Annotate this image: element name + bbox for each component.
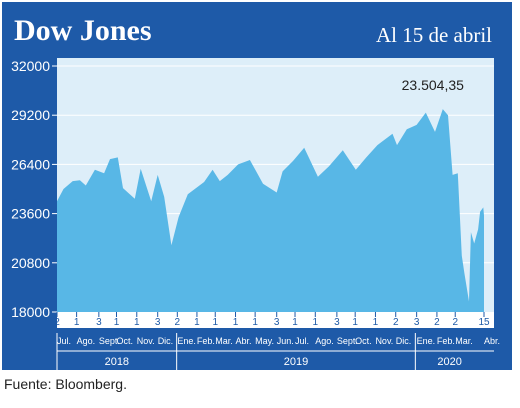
x-tick-day: 1	[233, 317, 239, 328]
x-tick-day: 2	[175, 317, 181, 328]
x-tick-day: 1	[134, 317, 140, 328]
x-tick-month: Oct.	[355, 336, 372, 346]
x-tick-month: Ene.	[417, 336, 436, 346]
x-tick-day: 1	[194, 317, 200, 328]
dow-jones-chart: Dow Jones Al 15 de abril 18000 20800 23600…	[2, 2, 512, 370]
x-tick-month: Jul.	[57, 336, 71, 346]
year-label: 2019	[284, 356, 308, 368]
x-tick-month: May.	[255, 336, 274, 346]
source-note: Fuente: Bloomberg.	[4, 376, 127, 392]
x-tick-day: 1	[74, 317, 80, 328]
x-tick-day: 3	[96, 317, 102, 328]
x-tick-day: 15	[478, 317, 490, 328]
y-tick-label: 32000	[11, 58, 50, 74]
year-labels: 2018 2019 2020	[56, 333, 494, 370]
x-tick-month: Abr.	[236, 336, 252, 346]
y-tick-label: 23600	[11, 206, 50, 222]
x-tick-day: 3	[414, 317, 420, 328]
x-axis-band	[57, 312, 494, 328]
x-tick-month: Nov.	[137, 336, 155, 346]
x-tick-day: 1	[313, 317, 319, 328]
x-tick-day: 3	[155, 317, 161, 328]
x-tick-month: Mar.	[215, 336, 233, 346]
x-tick-month: Dic.	[396, 336, 412, 346]
y-tick-label: 18000	[11, 304, 50, 320]
year-label: 2018	[105, 356, 129, 368]
x-axis-ticks: 2Jul.1Ago.3Sept.1Oct.1Nov.3Dic.2Ene.1Feb…	[54, 312, 500, 346]
y-tick-labels: 18000 20800 23600 26400 29200 32000	[11, 58, 57, 320]
x-tick-month: Jul.	[295, 336, 309, 346]
x-tick-day: 1	[352, 317, 358, 328]
x-tick-day: 3	[334, 317, 340, 328]
peak-annotation: 23.504,35	[402, 77, 464, 93]
x-tick-day: 1	[114, 317, 120, 328]
y-tick-label: 20800	[11, 255, 50, 271]
x-tick-month: Ago.	[77, 336, 96, 346]
x-tick-month: Ene.	[177, 336, 196, 346]
x-tick-day: 2	[452, 317, 458, 328]
year-label: 2020	[437, 356, 461, 368]
x-tick-day: 1	[292, 317, 298, 328]
x-tick-month: Mar.	[455, 336, 473, 346]
x-tick-month: Nov.	[375, 336, 393, 346]
x-tick-day: 1	[252, 317, 258, 328]
chart-date: Al 15 de abril	[376, 23, 492, 47]
series-area	[57, 109, 484, 312]
x-tick-month: Dic.	[158, 336, 174, 346]
x-tick-day: 2	[54, 317, 60, 328]
y-tick-label: 29200	[11, 107, 50, 123]
x-tick-month: Abr.	[484, 336, 500, 346]
x-tick-day: 2	[393, 317, 399, 328]
x-tick-month: Oct.	[117, 336, 134, 346]
x-tick-month: Feb.	[197, 336, 215, 346]
x-tick-month: Jun.	[277, 336, 294, 346]
x-tick-day: 3	[274, 317, 280, 328]
x-tick-month: Sept.	[337, 336, 358, 346]
x-tick-month: Ago.	[315, 336, 334, 346]
chart-title: Dow Jones	[14, 14, 152, 47]
x-tick-day: 2	[434, 317, 440, 328]
x-tick-month: Sept.	[99, 336, 120, 346]
x-tick-month: Feb.	[437, 336, 455, 346]
y-tick-label: 26400	[11, 156, 50, 172]
x-tick-day: 1	[373, 317, 379, 328]
x-tick-day: 1	[212, 317, 218, 328]
